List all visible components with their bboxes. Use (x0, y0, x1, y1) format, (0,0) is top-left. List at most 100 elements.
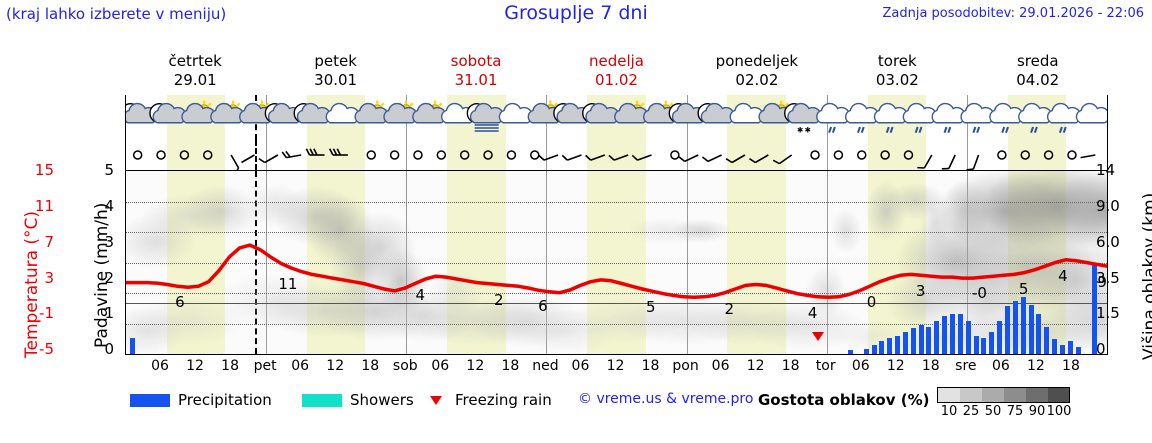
x-axis-tick: 18 (781, 358, 800, 374)
weather-icon-cloud-rain (931, 102, 966, 134)
gridline-horizontal (126, 262, 1107, 264)
day-date: 03.02 (875, 71, 919, 89)
cloud-density-tick: 10 (940, 404, 958, 419)
cloud-height-tick: 14 (1096, 161, 1116, 179)
precipitation-label: Precipitation (178, 391, 272, 409)
weather-icon-moon-cloud (582, 102, 620, 124)
precipitation-bar (902, 332, 908, 354)
wind-row-bands (126, 140, 1107, 170)
wind-barb (631, 154, 652, 161)
wind-calm-symbol (413, 150, 423, 160)
wind-calm-symbol (530, 150, 540, 160)
day-name: sobota (450, 52, 502, 70)
x-axis-tick: 18 (221, 358, 240, 374)
day-separator (826, 140, 828, 170)
cloud-height-tick: 6.0 (1096, 232, 1120, 251)
wind-calm-symbol (203, 150, 213, 160)
gridline-horizontal (126, 293, 1107, 294)
wind-calm-symbol (483, 150, 493, 160)
wind-barb (241, 154, 255, 164)
cloud-density-tick: 25 (962, 404, 980, 419)
x-axis-tick: 06 (571, 358, 590, 374)
temperature-label: 6 (538, 297, 548, 316)
location-menu-note: (kraj lahko izberete v meniju) (6, 5, 227, 23)
weather-icons: ✱ ✱ (126, 100, 1107, 135)
precipitation-bar (1067, 341, 1073, 354)
precipitation-bars (126, 171, 1107, 354)
temperature-tick: 3 (44, 268, 54, 287)
precipitation-bar (1044, 326, 1050, 354)
x-axis-tick: 12 (326, 358, 345, 374)
x-axis-tick: 18 (361, 358, 380, 374)
x-axis-tick: 12 (606, 358, 625, 374)
weather-icon-moon-cloud (293, 102, 331, 124)
cloud-height-axis-title: Višina oblakov (km) (1140, 192, 1152, 360)
precipitation-bar (1092, 262, 1098, 354)
wind-barb (749, 154, 769, 164)
wind-calm-symbol (459, 150, 470, 160)
weather-icon-moon-snow: ✱ ✱ (784, 102, 822, 135)
day-header: sobota 31.01 (406, 52, 546, 92)
temperature-label: -0 (971, 284, 987, 303)
precipitation-bar (1036, 313, 1042, 354)
day-name: sreda (1016, 52, 1059, 70)
wind-calm-symbol (997, 150, 1007, 160)
precipitation-bar (973, 335, 979, 354)
temperature-label: 2 (493, 291, 504, 310)
precipitation-bar (129, 337, 135, 354)
copyright-link[interactable]: © vreme.us & vreme.pro (578, 391, 754, 407)
x-axis-tick: sob (392, 358, 418, 374)
temperature-label: 9 (1097, 273, 1107, 292)
precipitation-bar (989, 332, 995, 354)
weather-icon-cloud-rain (816, 102, 851, 134)
wind-barb (230, 154, 240, 170)
temperature-tick: -5 (39, 340, 54, 359)
day-header: ponedeljek 02.02 (687, 52, 827, 92)
weather-icon-cloud (1075, 102, 1107, 124)
wind-barb (941, 154, 956, 170)
weather-icon-cloud-rain (960, 102, 995, 134)
showers-swatch (302, 394, 342, 407)
wind-calm-symbol (366, 150, 376, 160)
cloud-height-tick: 0 (1096, 340, 1106, 359)
current-time-line (255, 140, 258, 170)
day-separator (966, 140, 968, 170)
weather-icon-moon-cloud (149, 102, 187, 124)
day-date: 31.01 (454, 71, 498, 89)
svg-text:✱: ✱ (805, 126, 812, 135)
wind-barb (1080, 154, 1096, 159)
weather-icon-cloud-rain (873, 102, 908, 134)
day-header: torek 03.02 (827, 52, 967, 92)
weather-icon-cloud (325, 102, 360, 124)
x-axis-tick: 18 (921, 358, 940, 374)
day-header: sreda 04.02 (968, 52, 1108, 92)
wind-calm-symbol (436, 150, 447, 160)
precipitation-bar (895, 335, 901, 354)
wind-calm-symbol (1020, 150, 1030, 160)
wind-barb (702, 154, 722, 163)
cloud-density-swatch (938, 388, 960, 402)
cloud-density-tick: 90 (1028, 404, 1046, 419)
weather-icon-cloud-rain (844, 102, 880, 134)
temperature-line (126, 243, 1107, 300)
wind-barbs (132, 148, 1096, 170)
day-date: 30.01 (314, 71, 358, 89)
wind-barb (585, 154, 606, 161)
temperature-tick: 15 (34, 161, 54, 179)
cloud-height-tick: 9.0 (1096, 196, 1120, 215)
temperature-curve (126, 243, 1107, 300)
temperature-label: 11 (278, 274, 298, 293)
wind-calm-symbol (1043, 150, 1054, 160)
cloud-density-swatch (1048, 388, 1070, 402)
wind-barb (538, 154, 559, 161)
precipitation-tick: 2 (104, 268, 114, 287)
temperature-label: 4 (1058, 266, 1068, 285)
precipitation-bar (981, 337, 987, 354)
precipitation-bar (957, 313, 963, 354)
wind-calm-symbol (857, 150, 867, 160)
day-date: 04.02 (1016, 71, 1060, 89)
x-axis-tick: 06 (711, 358, 730, 374)
day-name: petek (314, 52, 357, 70)
day-header: četrtek 29.01 (125, 52, 265, 92)
precipitation-bar (879, 341, 885, 354)
